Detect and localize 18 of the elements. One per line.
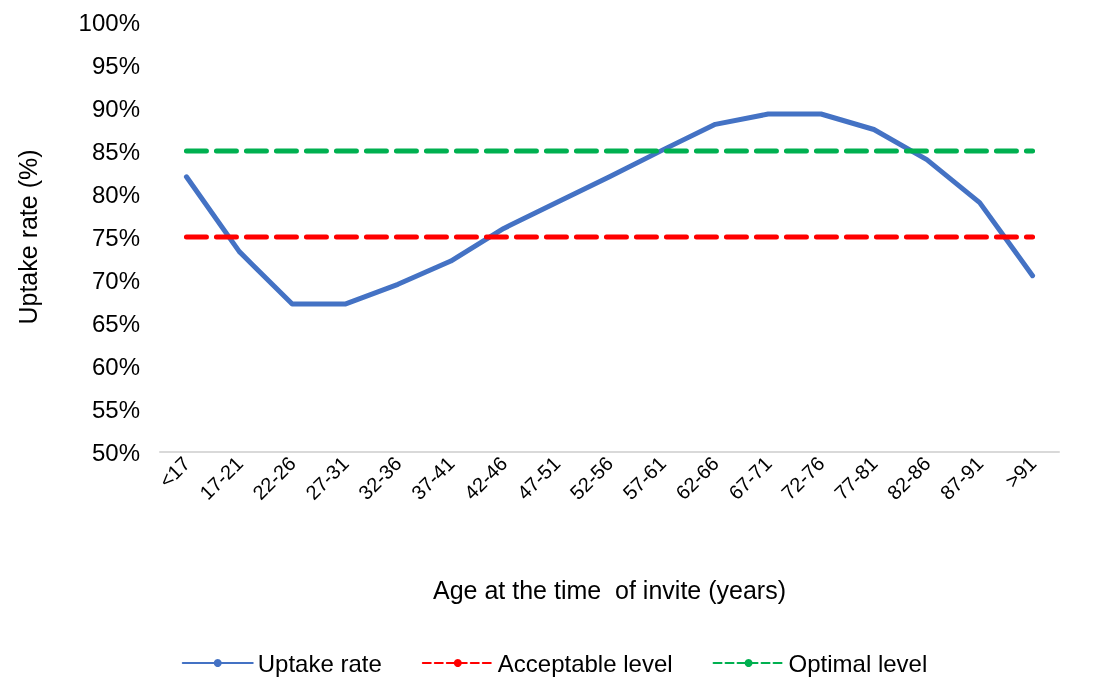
legend-label: Uptake rate [257,649,382,677]
y-tick-label: 85% [91,137,140,165]
legend-label: Optimal level [788,649,928,677]
y-tick-label: 65% [91,309,140,337]
y-tick-label: 75% [91,223,140,251]
y-tick-label: 70% [91,266,140,294]
y-axis-title: Uptake rate (%) [13,149,42,325]
y-tick-label: 100% [78,8,140,36]
x-axis-title: Age at the time of invite (years) [433,575,786,604]
y-tick-label: 95% [91,51,140,79]
y-tick-label: 50% [91,438,140,466]
y-tick-label: 60% [91,352,140,380]
legend-label: Acceptable level [497,649,673,677]
x-tick-label: <17 [154,452,195,492]
y-tick-label: 55% [91,395,140,423]
x-tick-label: >91 [1000,452,1041,492]
y-tick-label: 80% [91,180,140,208]
y-tick-label: 90% [91,94,140,122]
